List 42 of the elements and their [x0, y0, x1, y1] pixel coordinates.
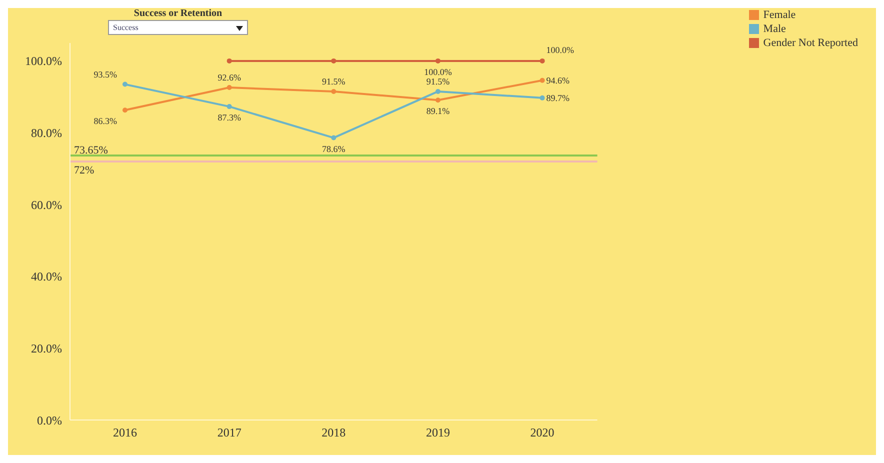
- data-label: 87.3%: [218, 112, 242, 123]
- point: [435, 58, 440, 64]
- point: [331, 88, 336, 94]
- data-label: 92.6%: [218, 72, 242, 83]
- y-tick-label: 40.0%: [31, 270, 62, 284]
- data-label: 89.7%: [546, 92, 570, 103]
- legend-label: Female: [763, 9, 796, 21]
- point: [331, 135, 336, 140]
- point: [226, 104, 232, 110]
- y-tick-label: 60.0%: [31, 198, 62, 212]
- point: [540, 95, 545, 100]
- point: [122, 108, 128, 113]
- y-tick-label: 100.0%: [25, 54, 62, 68]
- data-label: 89.1%: [426, 106, 450, 116]
- y-tick-label: 80.0%: [31, 126, 62, 140]
- point: [435, 98, 440, 103]
- point: [226, 58, 232, 64]
- y-tick-label: 20.0%: [31, 341, 62, 356]
- data-label: 100.0%: [546, 44, 575, 55]
- data-label: 93.5%: [94, 69, 118, 80]
- legend-label: Male: [763, 23, 786, 35]
- data-label: 78.6%: [322, 144, 346, 154]
- legend-label: Gender Not Reported: [763, 37, 858, 49]
- x-tick-label: 2016: [113, 426, 137, 440]
- data-label: 86.3%: [94, 116, 118, 126]
- x-tick-label: 2019: [426, 426, 450, 440]
- data-label: 94.6%: [546, 75, 570, 86]
- point: [540, 58, 545, 64]
- data-label: 100.0%: [424, 66, 452, 77]
- point: [540, 78, 545, 83]
- x-tick-label: 2018: [322, 426, 346, 440]
- x-tick-label: 2017: [217, 426, 242, 440]
- point: [435, 88, 440, 94]
- data-label: 91.5%: [426, 76, 450, 86]
- ref-line-label: 72%: [74, 164, 94, 176]
- data-label: 91.5%: [322, 76, 346, 86]
- ref-line-label: 73.65%: [74, 144, 108, 156]
- x-tick-label: 2020: [530, 426, 554, 440]
- point: [331, 58, 336, 64]
- point: [122, 82, 128, 87]
- point: [226, 85, 232, 90]
- y-tick-label: 0.0%: [37, 413, 62, 428]
